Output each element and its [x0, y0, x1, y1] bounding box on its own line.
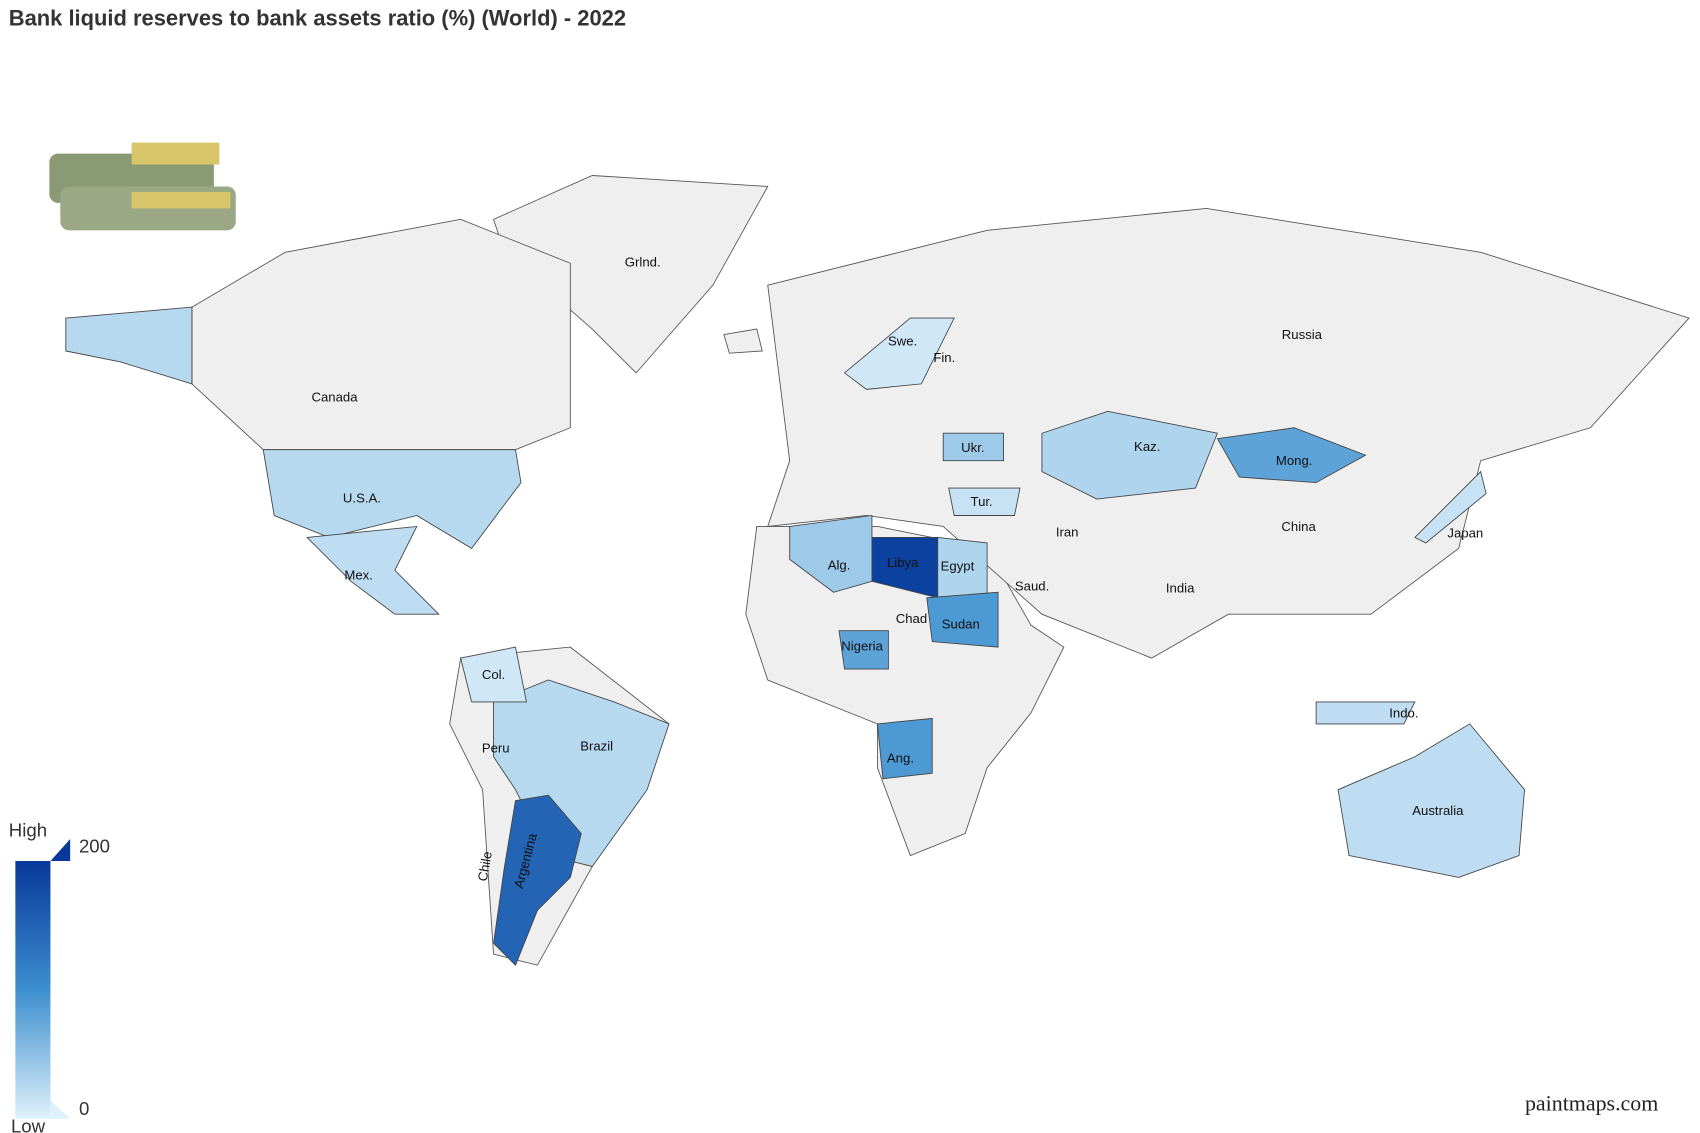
country-shape [1041, 410, 1219, 500]
legend-min: 0 [79, 1098, 89, 1119]
country-label: Russia [1282, 327, 1323, 342]
country-label: Brazil [580, 738, 613, 753]
country-label: Japan [1447, 526, 1483, 541]
legend-low: Low [11, 1115, 46, 1133]
watermark: paintmaps.com [1525, 1091, 1658, 1116]
country-label: Australia [1412, 803, 1464, 818]
country-label: Sudan [942, 617, 980, 632]
country-label: Tur. [971, 494, 993, 509]
country-shape [493, 794, 582, 966]
country-label: Fin. [933, 350, 955, 365]
country-label: Ang. [887, 750, 914, 765]
country-label: India [1166, 580, 1195, 595]
country-label: Peru [482, 741, 510, 756]
country-label: Ukr. [961, 440, 984, 455]
country-shape [843, 317, 955, 390]
country-label: Nigeria [841, 639, 883, 654]
country-label: Chile [475, 850, 495, 882]
country-label: Mex. [344, 567, 373, 582]
title: Bank liquid reserves to bank assets rati… [9, 6, 626, 31]
country-label: Libya [887, 555, 919, 570]
country-label: Alg. [828, 557, 851, 572]
legend: High Low 200 0 [9, 819, 110, 1133]
country-shape [876, 717, 933, 780]
country-shape [1315, 701, 1416, 725]
country-label: Iran [1056, 525, 1079, 540]
country-shape [1414, 470, 1487, 544]
country-shape [65, 306, 193, 385]
country-shape [262, 449, 522, 549]
country-label: China [1281, 519, 1316, 534]
money-icon [49, 142, 236, 231]
country-label: Indo. [1389, 705, 1418, 720]
country-label: Egypt [941, 559, 975, 574]
country-shape [460, 646, 527, 703]
country-label: Col. [482, 667, 505, 682]
country-shape [1337, 723, 1525, 878]
country-shape [948, 487, 1021, 516]
country-label: U.S.A. [343, 491, 381, 506]
country-label: Swe. [888, 334, 917, 349]
country-label: Chad [896, 611, 927, 626]
country-shape [838, 630, 889, 670]
legend-high: High [9, 819, 47, 840]
legend-max: 200 [79, 836, 110, 857]
country-label: Saud. [1015, 578, 1049, 593]
country-shape [1216, 427, 1367, 484]
country-label: Grlnd. [625, 255, 661, 270]
country-shape [942, 432, 1004, 462]
legend-bar [15, 860, 51, 1119]
country-shape [789, 514, 873, 593]
country-label: Kaz. [1134, 439, 1160, 454]
country-label: Mong. [1276, 453, 1313, 468]
country-shape [306, 525, 440, 615]
country-shape [926, 591, 999, 648]
country-label: Canada [311, 390, 358, 405]
